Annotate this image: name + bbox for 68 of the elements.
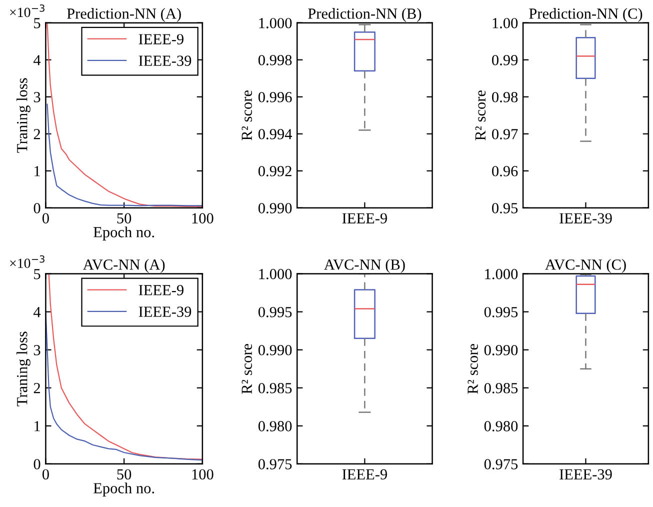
y-axis-title: R² score	[242, 90, 252, 140]
y-axis-title: R² score	[468, 344, 478, 394]
y-tick-label: 0.97	[492, 128, 518, 140]
x-tick-label: IEEE-9	[342, 469, 387, 480]
y-tick-label: 4	[34, 55, 41, 66]
y-tick-label: 1.000	[259, 268, 292, 280]
chart-title: Prediction-NN (A)	[67, 8, 181, 22]
y-axis-title: R² score	[242, 344, 252, 394]
y-tick-label: 0.985	[258, 382, 292, 394]
chart-title: Prediction-NN (C)	[529, 8, 642, 22]
chart-title: Prediction-NN (B)	[308, 8, 422, 22]
y-tick-label: 4	[34, 307, 41, 318]
y-tick-label: 0.96	[492, 166, 518, 176]
y-tick-label: 0.95	[492, 203, 518, 214]
x-tick-label: IEEE-9	[342, 213, 387, 224]
x-tick-label: 100	[192, 213, 214, 224]
y-tick-label: 0.99	[492, 54, 518, 66]
y-tick-label: 0	[34, 459, 40, 470]
y-tick-label: 5	[34, 18, 40, 28]
y-tick-label: 0.98	[492, 92, 518, 102]
line-series	[48, 274, 202, 460]
legend-label: IEEE-39	[138, 56, 192, 66]
y-tick-label: 0.990	[484, 344, 518, 356]
y-tick-label: 0	[34, 203, 40, 214]
y-tick-label: 3	[34, 92, 40, 102]
y-tick-label: 1.00	[492, 18, 518, 28]
legend-label: IEEE-9	[138, 34, 184, 44]
x-tick-label: 0	[42, 213, 49, 224]
y-tick-label: 0.995	[484, 306, 518, 318]
y-axis-title: Traning loss	[16, 332, 30, 406]
y-tick-label: 1.000	[259, 18, 292, 28]
line-series	[46, 22, 202, 207]
y-tick-label: 3	[34, 345, 40, 356]
x-tick-label: 100	[192, 469, 214, 480]
y-tick-label: 2	[34, 129, 40, 140]
legend-label: IEEE-9	[138, 285, 184, 296]
y-tick-label: 0.990	[258, 203, 292, 214]
legend-label: IEEE-39	[138, 306, 192, 317]
y-tick-label: 1	[34, 166, 40, 176]
y-tick-label: 0.985	[484, 382, 518, 394]
y-axis-title: R² score	[475, 90, 486, 140]
x-tick-label: 0	[42, 469, 49, 480]
y-tick-label: 0.990	[258, 344, 292, 356]
y-tick-label: 0.975	[484, 459, 518, 470]
y-tick-label: 1	[34, 421, 40, 432]
x-tick-label: IEEE-39	[560, 469, 612, 480]
y-tick-label: 1.000	[485, 268, 518, 280]
x-axis-title: Epoch no.	[94, 226, 154, 240]
y-tick-label: 5	[34, 269, 40, 280]
chart-title: AVC-NN (C)	[545, 259, 626, 273]
y-tick-label: 0.995	[258, 306, 292, 318]
y-tick-label: 0.975	[258, 459, 292, 470]
y-axis-title: Traning loss	[16, 78, 30, 153]
y-tick-label: 0.980	[484, 421, 518, 432]
x-axis-title: Epoch no.	[94, 482, 154, 496]
text: ×10$^{−3}$	[10, 4, 44, 18]
y-tick-label: 0.998	[258, 54, 292, 66]
x-tick-label: 50	[117, 213, 132, 224]
text: ×10$^{−3}$	[10, 255, 44, 268]
y-tick-label: 0.992	[258, 166, 292, 176]
y-tick-label: 0.996	[258, 92, 292, 102]
y-tick-label: 0.994	[258, 128, 292, 140]
y-tick-label: 0.980	[258, 421, 292, 432]
y-tick-label: 2	[34, 383, 40, 394]
x-tick-label: IEEE-39	[560, 213, 612, 224]
x-tick-label: 50	[117, 469, 132, 480]
chart-title: AVC-NN (A)	[82, 259, 165, 273]
chart-title: AVC-NN (B)	[324, 259, 405, 273]
